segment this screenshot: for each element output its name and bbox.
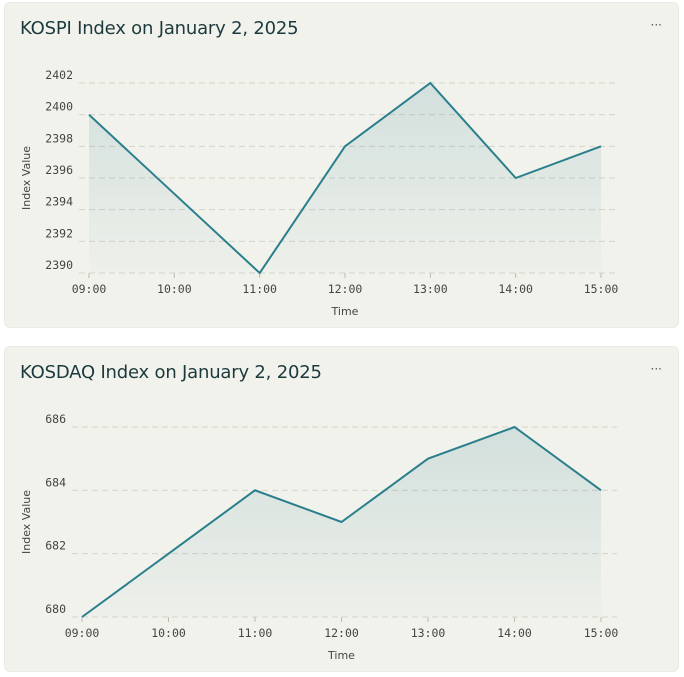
x-tick-label: 10:00 — [151, 626, 186, 640]
y-tick-label: 2394 — [45, 195, 73, 209]
y-tick-label: 2400 — [45, 100, 73, 114]
x-tick-label: 11:00 — [242, 282, 277, 296]
series-area — [89, 83, 601, 273]
kospi-chart: 2390 2392 2394 2396 2398 2400 2402 09:00 10:00 11… — [20, 68, 619, 318]
y-axis-title: Index Value — [20, 146, 33, 210]
chart-menu-button[interactable]: ··· — [651, 15, 662, 35]
chart-title: KOSDAQ Index on January 2, 2025 — [20, 362, 322, 383]
kosdaq-chart: 680 682 684 686 09:00 10:00 11:00 12:00 13:00 14:… — [20, 412, 619, 662]
kosdaq-chart-card: KOSDAQ Index on January 2, 2025 ··· 680 6… — [4, 346, 679, 672]
ellipsis-icon: ··· — [650, 362, 662, 376]
x-tick-label: 11:00 — [238, 626, 273, 640]
y-tick-label: 2392 — [45, 226, 73, 240]
y-tick-label: 686 — [45, 412, 66, 426]
chart-menu-button[interactable]: ··· — [651, 359, 662, 379]
x-tick-label: 09:00 — [72, 282, 107, 296]
x-tick-label: 14:00 — [498, 282, 533, 296]
x-tick-label: 13:00 — [413, 282, 448, 296]
x-tick-label: 13:00 — [411, 626, 446, 640]
y-tick-label: 684 — [45, 475, 66, 489]
x-tick-label: 09:00 — [65, 626, 100, 640]
y-tick-label: 2398 — [45, 131, 73, 145]
kospi-chart-card: KOSPI Index on January 2, 2025 ··· 2390 2… — [4, 2, 679, 328]
y-axis-title: Index Value — [20, 490, 33, 554]
x-tick-label: 15:00 — [584, 626, 619, 640]
x-tick-label: 14:00 — [497, 626, 532, 640]
y-tick-label: 680 — [45, 602, 66, 616]
y-tick-label: 2396 — [45, 163, 73, 177]
x-tick-label: 12:00 — [324, 626, 359, 640]
x-axis-title: Time — [331, 305, 359, 318]
chart-title: KOSPI Index on January 2, 2025 — [20, 18, 299, 39]
y-tick-label: 682 — [45, 539, 66, 553]
x-axis-title: Time — [327, 649, 355, 662]
x-tick-label: 12:00 — [328, 282, 363, 296]
x-tick-label: 10:00 — [157, 282, 192, 296]
x-tick-label: 15:00 — [584, 282, 619, 296]
y-tick-label: 2390 — [45, 258, 73, 272]
y-tick-label: 2402 — [45, 68, 73, 82]
ellipsis-icon: ··· — [650, 18, 662, 32]
